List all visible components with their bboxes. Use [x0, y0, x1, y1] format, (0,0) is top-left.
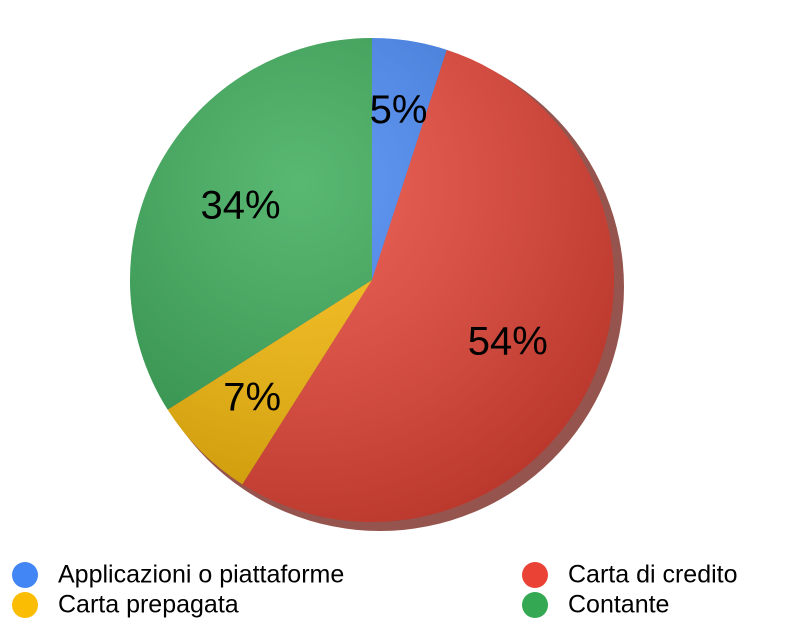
legend-label: Carta prepagata: [58, 591, 239, 619]
data-label: 54%: [468, 319, 548, 363]
data-label: 34%: [200, 183, 280, 227]
legend-label: Contante: [568, 591, 669, 619]
legend-marker: [522, 592, 548, 618]
data-label: 5%: [370, 88, 428, 132]
data-label: 7%: [223, 375, 281, 419]
legend-label: Carta di credito: [568, 561, 738, 589]
legend-marker: [12, 592, 38, 618]
labels: 5% 54% 7% 34%: [200, 88, 547, 419]
legend-label: Applicazioni o piattaforme: [58, 561, 344, 589]
legend-marker: [522, 562, 548, 588]
legend: Applicazioni o piattaforme Carta di credi…: [12, 561, 738, 619]
legend-marker: [12, 562, 38, 588]
